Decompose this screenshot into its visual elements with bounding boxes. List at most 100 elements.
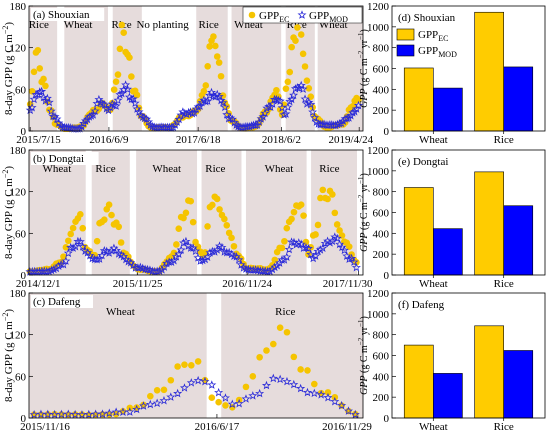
legend-mod-label: GPPMOD: [418, 45, 457, 59]
season-label: Wheat: [265, 163, 294, 175]
gpp-mod-point: [111, 101, 121, 110]
gpp-ec-point: [188, 362, 195, 369]
gpp-ec-point: [307, 93, 315, 100]
bar-gpp-mod: [503, 350, 534, 419]
gpp-mod-point: [222, 110, 232, 119]
gpp-mod-point: [214, 91, 224, 101]
x-tick-label: 2017/11/30: [323, 278, 373, 290]
gpp-mod-point: [113, 95, 123, 105]
gpp-mod-point: [287, 94, 297, 104]
gpp-ec-point: [256, 353, 263, 361]
gpp-ec-point: [217, 72, 225, 80]
gpp-ec-point: [270, 340, 277, 348]
gpp-mod-point: [222, 247, 232, 257]
gpp-mod-point: [191, 246, 201, 256]
gpp-mod-point: [229, 251, 239, 261]
gpp-mod-point: [95, 254, 105, 263]
panel-title: (b) Dongtai: [33, 153, 84, 165]
gpp-ec-point: [319, 186, 327, 194]
gpp-mod-point: [207, 380, 217, 389]
gpp-mod-point: [285, 96, 295, 106]
gpp-mod-point: [206, 87, 217, 97]
gpp-ec-point: [299, 50, 307, 58]
gpp-mod-point: [179, 383, 189, 392]
panel-b: 0 60 120 180 2014/12/1 2015/11/25 2016/11/24 20…: [1, 145, 373, 290]
bar-gpp-ec: [403, 187, 434, 276]
season-label: Wheat: [64, 19, 93, 31]
y-tick-label: 0: [21, 413, 27, 425]
gpp-ec-point: [160, 386, 168, 394]
gpp-ec-point: [69, 224, 77, 232]
gpp-ec-point: [282, 85, 290, 92]
gpp-mod-point: [191, 104, 201, 114]
y-tick-label: 600: [373, 64, 390, 76]
gpp-mod-point: [119, 85, 129, 94]
gpp-mod-point: [84, 409, 94, 419]
y-tick-label: 120: [10, 187, 27, 199]
gpp-ec-point: [42, 82, 49, 90]
gpp-mod-point: [173, 388, 183, 398]
gpp-ec-point: [300, 212, 307, 219]
panel-a: 0 60 120 180 2015/7/15 2016/6/9 2017/6/18 2018/…: [1, 1, 374, 146]
gpp-ec-point: [204, 63, 211, 70]
gpp-mod-point: [268, 99, 278, 108]
gpp-ec-point: [79, 224, 87, 232]
season-label: Rice: [29, 19, 49, 31]
gpp-ec-point: [294, 24, 301, 31]
gpp-mod-point: [125, 407, 135, 416]
x-tick-label: 2015/7/15: [16, 134, 61, 146]
gpp-mod-point: [260, 108, 270, 118]
y-tick-label: 180: [10, 1, 27, 13]
gpp-mod-point: [132, 404, 142, 414]
gpp-ec-point: [281, 237, 288, 245]
plot-frame: [391, 149, 546, 276]
gpp-ec-point: [182, 209, 190, 217]
gpp-mod-point: [220, 393, 230, 402]
gpp-mod-point: [258, 266, 268, 275]
gpp-ec-point: [324, 195, 331, 203]
y-tick-label: 1000: [367, 166, 390, 178]
gpp-ec-point: [126, 54, 133, 61]
legend-ec-label: GPPEC: [418, 29, 448, 43]
gpp-mod-point: [181, 236, 191, 246]
gpp-ec-point: [331, 209, 339, 217]
gpp-ec-point: [216, 206, 223, 213]
gpp-mod-point: [29, 94, 39, 104]
gpp-ec-point: [34, 46, 42, 54]
gpp-mod-point: [227, 399, 237, 409]
gpp-mod-point: [52, 114, 62, 123]
gpp-mod-point: [337, 400, 347, 410]
gpp-ec-point: [314, 221, 322, 229]
x-tick-label: Rice: [494, 278, 514, 290]
gpp-mod-point: [316, 390, 326, 399]
gpp-ec-point: [181, 361, 188, 369]
gpp-mod-point: [330, 396, 340, 406]
gpp-mod-point: [248, 391, 258, 400]
gpp-mod-point: [282, 252, 292, 261]
x-tick-label: 2016/6/17: [195, 421, 240, 433]
bar-gpp-ec: [474, 171, 504, 276]
season-label: Wheat: [43, 163, 72, 175]
gpp-mod-point: [63, 409, 73, 419]
y-tick-label: 800: [373, 187, 390, 199]
gpp-mod-point: [217, 242, 227, 252]
x-tick-label: Rice: [494, 134, 514, 146]
gpp-ec-point: [263, 347, 270, 354]
gpp-ec-point: [304, 367, 311, 374]
gpp-mod-point: [298, 84, 308, 93]
gpp-mod-point: [344, 113, 354, 122]
y-tick-label: 1200: [367, 145, 390, 157]
gpp-mod-point: [39, 92, 49, 102]
gpp-ec-point: [147, 392, 154, 400]
gpp-mod-point: [117, 88, 127, 98]
x-tick-label: Wheat: [419, 421, 448, 433]
y-tick-label: 200: [373, 392, 390, 404]
gpp-mod-point: [152, 266, 162, 276]
gpp-ec-point: [311, 380, 318, 388]
x-tick-label: Wheat: [419, 134, 448, 146]
gpp-mod-point: [159, 395, 169, 405]
season-label: Rice: [275, 306, 295, 318]
plot-frame: [391, 5, 546, 132]
gpp-ec-point: [286, 68, 294, 76]
gpp-mod-point: [27, 102, 37, 112]
